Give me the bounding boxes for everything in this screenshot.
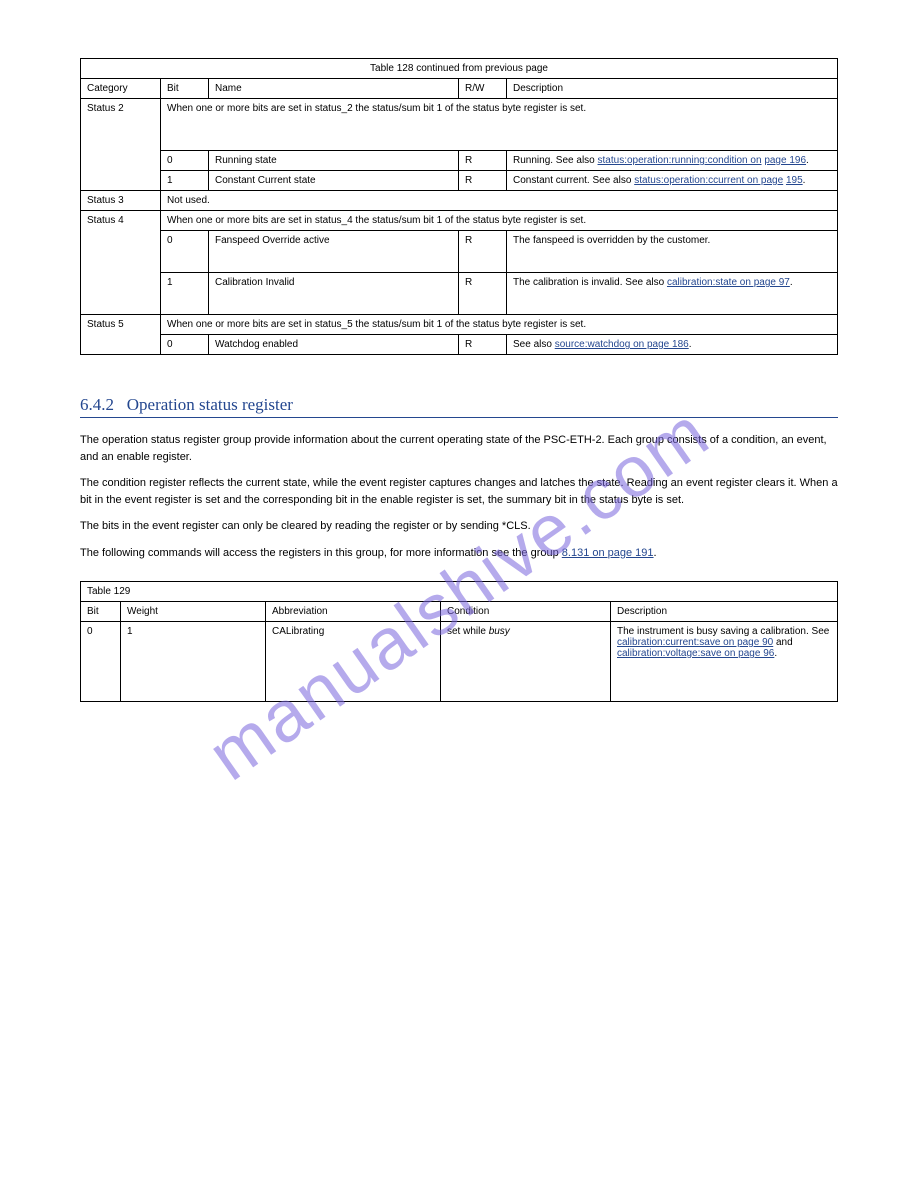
t1-cat-status5: Status 5 [81,315,161,355]
t1-s2-r0-rw: R [459,151,507,171]
t2-r0-weight: 1 [121,622,266,702]
t1-cat-status4: Status 4 [81,211,161,315]
link-cal-current-save[interactable]: calibration:current:save on page 90 [617,637,773,648]
t1-note-status4: When one or more bits are set in status_… [161,211,838,231]
t1-s4-r1-desc: The calibration is invalid. See also cal… [507,273,838,315]
table2-caption: Table 129 [81,582,838,602]
link-page-196[interactable]: page 196 [764,155,806,166]
para-1: The operation status register group prov… [80,432,838,465]
t1-s4-r0-rw: R [459,231,507,273]
t1-note-status5: When one or more bits are set in status_… [161,315,838,335]
t1-s5-r0-rw: R [459,335,507,355]
t1-s4-r0-bit: 0 [161,231,209,273]
link-running-condition[interactable]: status:operation:running:condition on [598,155,762,166]
link-group-8131[interactable]: 8.131 on page 191 [562,547,654,559]
t2-hdr-desc: Description [611,602,838,622]
t2-hdr-bit: Bit [81,602,121,622]
t1-s2-r1-name: Constant Current state [209,171,459,191]
section-heading: 6.4.2 Operation status register [80,395,838,418]
link-cal-voltage-save[interactable]: calibration:voltage:save on page 96 [617,648,774,659]
link-watchdog[interactable]: source:watchdog on page 186 [555,339,689,350]
t1-s2-r0-desc: Running. See also status:operation:runni… [507,151,838,171]
t1-s2-r0-name: Running state [209,151,459,171]
t1-hdr-desc: Description [507,79,838,99]
t1-s4-r1-name: Calibration Invalid [209,273,459,315]
t2-r0-bit: 0 [81,622,121,702]
link-page-195[interactable]: 195 [786,175,803,186]
para-3: The bits in the event register can only … [80,518,838,535]
t1-cat-status2: Status 2 [81,99,161,191]
t1-s5-r0-desc: See also source:watchdog on page 186. [507,335,838,355]
t2-r0-desc: The instrument is busy saving a calibrat… [611,622,838,702]
t1-hdr-bit: Bit [161,79,209,99]
table1-caption: Table 128 continued from previous page [81,59,838,79]
link-calibration-state[interactable]: calibration:state on page 97 [667,277,790,288]
t1-s4-r1-rw: R [459,273,507,315]
t1-s4-r0-desc: The fanspeed is overridden by the custom… [507,231,838,273]
t2-hdr-weight: Weight [121,602,266,622]
t2-r0-abbr: CALibrating [266,622,441,702]
t1-hdr-rw: R/W [459,79,507,99]
operation-status-table: Table 129 Bit Weight Abbreviation Condit… [80,581,838,702]
t1-s2-r1-desc: Constant current. See also status:operat… [507,171,838,191]
t1-s5-r0-bit: 0 [161,335,209,355]
t1-s2-r1-rw: R [459,171,507,191]
t1-s4-r0-name: Fanspeed Override active [209,231,459,273]
t2-hdr-abbr: Abbreviation [266,602,441,622]
t1-cat-status3: Status 3 [81,191,161,211]
t1-hdr-name: Name [209,79,459,99]
t2-hdr-cond: Condition [441,602,611,622]
t1-note-status3: Not used. [161,191,838,211]
t2-r0-cond: set while busy [441,622,611,702]
t1-hdr-category: Category [81,79,161,99]
para-2: The condition register reflects the curr… [80,475,838,508]
t1-note-status2: When one or more bits are set in status_… [161,99,838,151]
t1-s2-r0-bit: 0 [161,151,209,171]
link-ccurrent[interactable]: status:operation:ccurrent on page [634,175,783,186]
t1-s2-r1-bit: 1 [161,171,209,191]
t1-s4-r1-bit: 1 [161,273,209,315]
t1-s5-r0-name: Watchdog enabled [209,335,459,355]
para-4: The following commands will access the r… [80,545,838,562]
status-registers-table: Table 128 continued from previous page C… [80,58,838,355]
